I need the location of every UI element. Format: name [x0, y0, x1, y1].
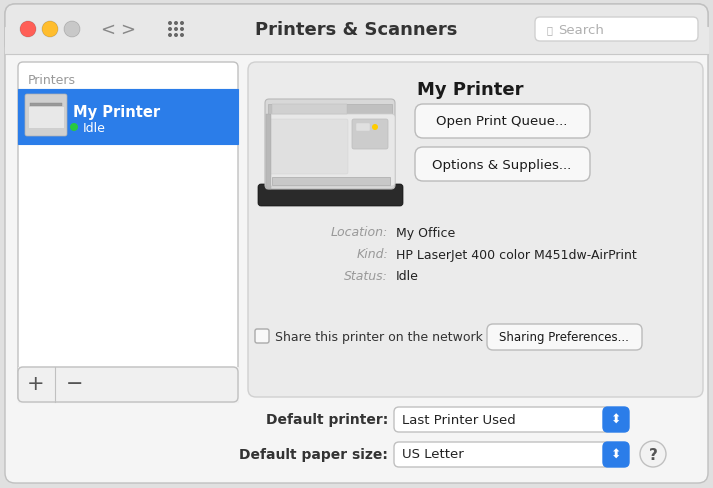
- Text: >: >: [120, 21, 135, 39]
- Bar: [266, 115, 271, 190]
- Circle shape: [174, 28, 178, 32]
- Text: <: <: [101, 21, 116, 39]
- Text: Options & Supplies...: Options & Supplies...: [432, 158, 572, 171]
- Circle shape: [20, 22, 36, 38]
- FancyBboxPatch shape: [265, 100, 395, 190]
- FancyBboxPatch shape: [356, 124, 370, 132]
- Bar: [272, 178, 390, 185]
- Circle shape: [168, 28, 172, 32]
- Text: Share this printer on the network: Share this printer on the network: [275, 330, 483, 343]
- Text: Location:: Location:: [331, 226, 388, 239]
- Circle shape: [640, 441, 666, 467]
- FancyBboxPatch shape: [394, 407, 610, 432]
- Circle shape: [168, 34, 172, 38]
- Circle shape: [174, 34, 178, 38]
- Text: ⬍: ⬍: [611, 447, 621, 461]
- Circle shape: [42, 22, 58, 38]
- FancyBboxPatch shape: [18, 63, 238, 402]
- Text: Idle: Idle: [83, 121, 106, 134]
- Bar: [5, 28, 708, 55]
- Circle shape: [70, 124, 78, 132]
- Text: My Printer: My Printer: [417, 81, 523, 99]
- Circle shape: [372, 125, 378, 131]
- FancyBboxPatch shape: [267, 115, 395, 186]
- Bar: [18, 90, 238, 145]
- Bar: [268, 105, 392, 117]
- Text: Default paper size:: Default paper size:: [239, 447, 388, 461]
- FancyBboxPatch shape: [352, 120, 388, 150]
- FancyBboxPatch shape: [603, 407, 629, 432]
- Text: Printers & Scanners: Printers & Scanners: [255, 21, 457, 39]
- Text: Search: Search: [558, 23, 604, 37]
- FancyBboxPatch shape: [248, 63, 703, 397]
- Bar: [28, 107, 64, 129]
- Bar: [30, 125, 62, 129]
- FancyBboxPatch shape: [5, 5, 708, 55]
- Text: Status:: Status:: [344, 270, 388, 283]
- FancyBboxPatch shape: [415, 105, 590, 139]
- FancyBboxPatch shape: [535, 18, 698, 42]
- Text: Idle: Idle: [396, 270, 419, 283]
- FancyBboxPatch shape: [25, 95, 67, 137]
- FancyBboxPatch shape: [394, 442, 610, 467]
- Circle shape: [180, 22, 184, 26]
- Circle shape: [180, 34, 184, 38]
- Circle shape: [64, 22, 80, 38]
- Text: ⬍: ⬍: [611, 413, 621, 426]
- Circle shape: [180, 28, 184, 32]
- Text: +: +: [27, 373, 45, 393]
- FancyBboxPatch shape: [415, 148, 590, 182]
- Bar: [272, 105, 347, 115]
- Text: Printers: Printers: [28, 73, 76, 86]
- Text: My Office: My Office: [396, 226, 455, 239]
- Text: Kind:: Kind:: [356, 248, 388, 261]
- Text: HP LaserJet 400 color M451dw-AirPrint: HP LaserJet 400 color M451dw-AirPrint: [396, 248, 637, 261]
- Circle shape: [168, 22, 172, 26]
- FancyBboxPatch shape: [255, 329, 269, 343]
- Text: My Printer: My Printer: [73, 104, 160, 119]
- FancyBboxPatch shape: [268, 120, 348, 175]
- Text: US Letter: US Letter: [402, 447, 463, 461]
- Text: Sharing Preferences...: Sharing Preferences...: [499, 331, 629, 344]
- FancyBboxPatch shape: [5, 5, 708, 483]
- Text: Open Print Queue...: Open Print Queue...: [436, 115, 568, 128]
- Bar: [18, 367, 238, 402]
- Text: Last Printer Used: Last Printer Used: [402, 413, 515, 426]
- FancyBboxPatch shape: [18, 367, 238, 402]
- Text: Default printer:: Default printer:: [266, 412, 388, 426]
- Bar: [30, 104, 62, 107]
- Text: −: −: [66, 373, 83, 393]
- Text: ?: ?: [649, 447, 657, 462]
- FancyBboxPatch shape: [258, 184, 403, 206]
- Text: 🔍: 🔍: [546, 25, 552, 35]
- FancyBboxPatch shape: [603, 442, 629, 467]
- Circle shape: [174, 22, 178, 26]
- FancyBboxPatch shape: [487, 325, 642, 350]
